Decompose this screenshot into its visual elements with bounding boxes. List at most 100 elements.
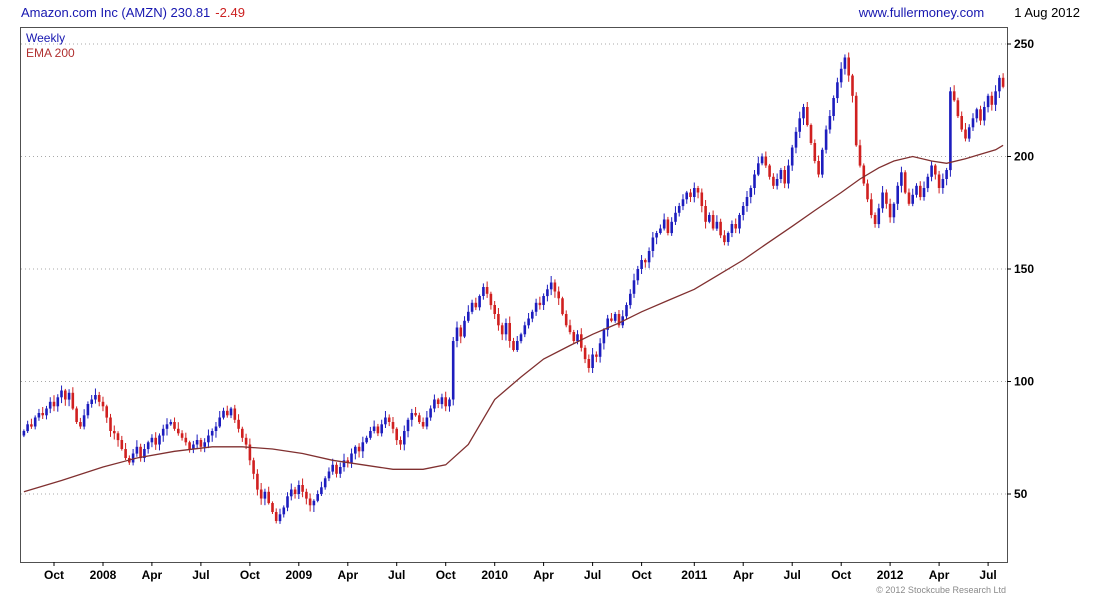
candle-body (949, 91, 952, 171)
candle-body (252, 460, 255, 474)
plot-border (20, 27, 1008, 563)
candle-body (33, 417, 37, 427)
candle-body (700, 192, 704, 206)
header-right: www.fullermoney.com 1 Aug 2012 (859, 5, 1080, 20)
candle-body (508, 323, 511, 341)
candle-body (474, 302, 478, 308)
candle-body (504, 323, 508, 335)
candle-body (414, 413, 417, 416)
candle-body (911, 194, 914, 204)
candle-body (670, 221, 673, 234)
candle-body (161, 428, 165, 436)
candle-body (629, 293, 632, 306)
candle-body (357, 446, 361, 452)
candle-body (587, 359, 591, 368)
candle-body (86, 404, 90, 416)
gridlines (21, 43, 1006, 495)
candle-body (1001, 77, 1005, 87)
candle-body (259, 489, 263, 499)
candle-body (71, 392, 75, 409)
candle-body (184, 437, 188, 443)
candle-body (433, 399, 436, 409)
candle-body (444, 397, 447, 407)
candle-body (37, 413, 41, 418)
candle-body (986, 95, 990, 108)
candle-body (478, 296, 481, 308)
candle-body (305, 491, 308, 499)
candle-body (568, 325, 572, 333)
candle-body (538, 302, 542, 306)
candle-body (572, 332, 576, 341)
candle-body (173, 422, 176, 429)
candle-body (199, 440, 203, 447)
candle-body (384, 417, 387, 425)
candle-body (116, 433, 120, 441)
axes: 50 100 150 200 250 Oct 2008 Apr Jul Oct 2009 Apr Jul… (44, 37, 1034, 582)
candle-body (226, 410, 229, 416)
candle-body (131, 453, 135, 463)
candle-body (188, 442, 191, 450)
candle-body (233, 408, 237, 420)
x-axis-label: Jul (388, 568, 405, 582)
candle-body (640, 260, 643, 269)
candle-body (203, 442, 206, 447)
candle-body (790, 147, 794, 166)
candle-body (346, 460, 350, 463)
candle-body (331, 464, 334, 472)
candle-body (677, 206, 681, 213)
candle-body (244, 437, 248, 445)
candle-body (851, 75, 854, 96)
candle-body (180, 433, 184, 438)
candle-body (971, 118, 975, 128)
candle-body (613, 314, 617, 321)
candle-body (399, 440, 402, 445)
candle-body (531, 311, 534, 319)
candle-body (768, 165, 771, 177)
candle-body (881, 192, 884, 209)
candle-body (734, 224, 737, 229)
x-axis-label: Jul (979, 568, 996, 582)
candle-body (263, 491, 267, 499)
candle-body (930, 165, 933, 177)
candle-body (907, 192, 911, 204)
candle-body (542, 296, 545, 305)
candle-body (425, 417, 429, 427)
candle-body (339, 467, 342, 474)
chart-header: Amazon.com Inc (AMZN) 230.81 -2.49 www.fu… (21, 5, 1080, 20)
candle-body (915, 185, 918, 195)
candle-body (888, 203, 892, 218)
candle-body (101, 401, 105, 407)
candle-body (482, 287, 485, 296)
candle-body (877, 208, 881, 225)
candle-body (327, 471, 331, 479)
candle-body (222, 410, 225, 418)
candle-body (48, 401, 52, 409)
candle-body (685, 192, 688, 200)
candle-body (361, 442, 365, 452)
candle-body (97, 395, 101, 402)
candle-body (847, 57, 850, 76)
candle-body (169, 422, 173, 425)
candle-body (256, 473, 259, 490)
candle-body (463, 320, 466, 337)
candle-body (595, 354, 598, 357)
candle-body (418, 415, 421, 423)
candle-body (704, 206, 707, 222)
candle-body (489, 293, 493, 306)
candle-body (945, 170, 948, 179)
candle-body (421, 422, 425, 427)
candle-body (689, 192, 692, 197)
website-link[interactable]: www.fullermoney.com (858, 5, 985, 20)
candle-body (154, 437, 157, 445)
candle-body (557, 291, 560, 299)
candle-body (365, 437, 368, 443)
candle-body (218, 417, 221, 427)
candle-body (512, 341, 515, 350)
candle-body (67, 392, 71, 400)
candle-body (207, 435, 210, 443)
candle-body (64, 390, 67, 400)
candle-body (52, 401, 56, 407)
candle-body (237, 419, 240, 429)
candle-body (617, 314, 621, 326)
